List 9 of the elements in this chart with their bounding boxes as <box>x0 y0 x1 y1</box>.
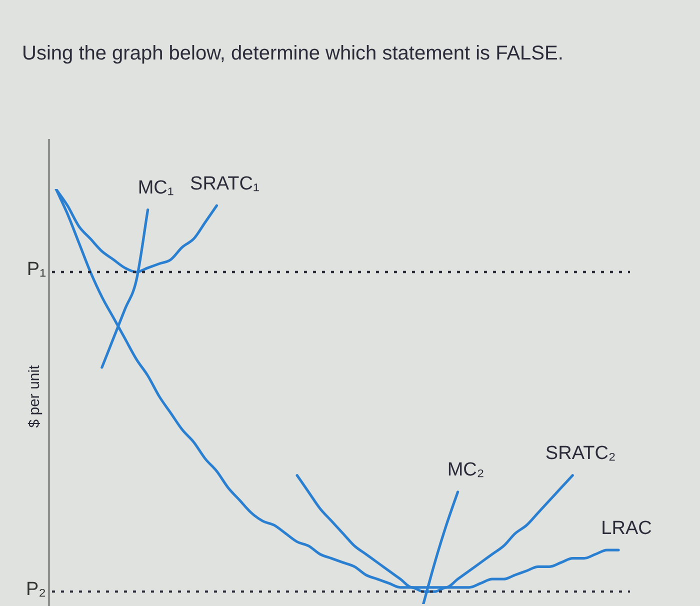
series-label: MC₁ <box>138 177 174 198</box>
y-axis-title: $ per unit <box>26 364 44 428</box>
ref-line-label: P₁ <box>26 259 46 280</box>
series-label: SRATC₂ <box>545 443 616 464</box>
ref-line-label: P₂ <box>26 578 46 600</box>
chart-title: Using the graph below, determine which statement is FALSE. <box>22 42 564 65</box>
series-label: MC₂ <box>447 460 484 481</box>
series-label: SRATC₁ <box>190 173 260 194</box>
series-label: LRAC <box>601 518 652 539</box>
